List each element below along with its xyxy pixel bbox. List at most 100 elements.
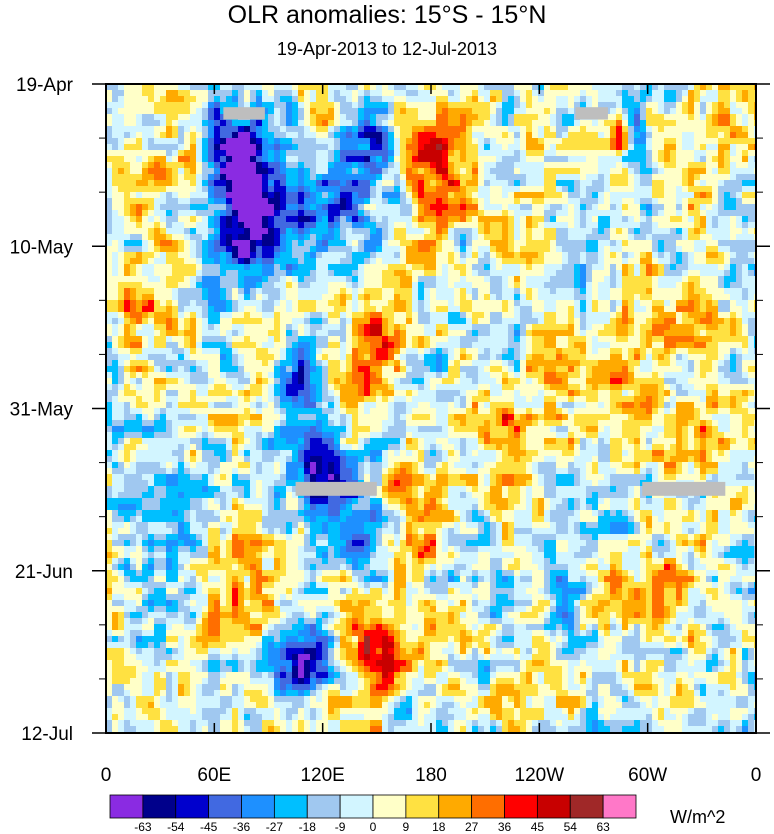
field-cell	[502, 156, 509, 163]
field-cell	[106, 258, 113, 265]
field-cell	[472, 144, 479, 151]
field-cell	[544, 306, 551, 313]
field-cell	[568, 216, 575, 223]
field-cell	[430, 168, 437, 175]
field-cell	[562, 288, 569, 295]
field-cell	[424, 180, 431, 187]
field-cell	[526, 132, 533, 139]
field-cell	[310, 192, 317, 199]
field-cell	[700, 126, 707, 133]
field-cell	[442, 168, 449, 175]
field-cell	[706, 270, 713, 277]
field-cell	[550, 90, 557, 97]
field-cell	[316, 168, 323, 175]
field-cell	[232, 264, 239, 271]
field-cell	[742, 342, 749, 349]
field-cell	[532, 228, 539, 235]
field-cell	[142, 312, 149, 319]
field-cell	[262, 156, 269, 163]
field-cell	[238, 132, 245, 139]
field-cell	[616, 126, 623, 133]
field-cell	[520, 216, 527, 223]
field-cell	[448, 270, 455, 277]
field-cell	[664, 150, 671, 157]
field-cell	[568, 114, 575, 121]
field-cell	[448, 264, 455, 271]
field-cell	[184, 108, 191, 115]
field-cell	[130, 96, 137, 103]
field-cell	[412, 324, 419, 331]
field-cell	[670, 246, 677, 253]
field-cell	[166, 120, 173, 127]
field-cell	[352, 252, 359, 259]
field-cell	[688, 192, 695, 199]
field-cell	[706, 84, 713, 91]
field-cell	[406, 318, 413, 325]
field-cell	[490, 192, 497, 199]
field-cell	[364, 192, 371, 199]
field-cell	[454, 234, 461, 241]
field-cell	[148, 120, 155, 127]
field-cell	[148, 330, 155, 337]
field-cell	[304, 204, 311, 211]
field-cell	[250, 354, 257, 361]
field-cell	[520, 150, 527, 157]
field-cell	[112, 234, 119, 241]
field-cell	[232, 252, 239, 259]
field-cell	[364, 240, 371, 247]
field-cell	[160, 288, 167, 295]
field-cell	[448, 282, 455, 289]
field-cell	[490, 138, 497, 145]
field-cell	[556, 126, 563, 133]
field-cell	[478, 306, 485, 313]
field-cell	[514, 180, 521, 187]
field-cell	[280, 300, 287, 307]
field-cell	[616, 192, 623, 199]
field-cell	[280, 264, 287, 271]
field-cell	[310, 330, 317, 337]
field-cell	[550, 228, 557, 235]
field-cell	[148, 204, 155, 211]
field-cell	[586, 306, 593, 313]
field-cell	[538, 114, 545, 121]
field-cell	[298, 312, 305, 319]
field-cell	[310, 252, 317, 259]
field-cell	[658, 126, 665, 133]
field-cell	[658, 324, 665, 331]
field-cell	[514, 192, 521, 199]
field-cell	[112, 186, 119, 193]
field-cell	[688, 318, 695, 325]
field-cell	[718, 216, 725, 223]
field-cell	[250, 174, 257, 181]
field-cell	[340, 228, 347, 235]
field-cell	[238, 264, 245, 271]
field-cell	[502, 300, 509, 307]
field-cell	[634, 144, 641, 151]
field-cell	[340, 300, 347, 307]
field-cell	[538, 222, 545, 229]
field-cell	[622, 192, 629, 199]
field-cell	[406, 312, 413, 319]
field-cell	[124, 282, 131, 289]
field-cell	[430, 84, 437, 91]
field-cell	[574, 336, 581, 343]
field-cell	[508, 222, 515, 229]
field-cell	[250, 312, 257, 319]
field-cell	[118, 306, 125, 313]
field-cell	[382, 288, 389, 295]
field-cell	[658, 174, 665, 181]
field-cell	[694, 234, 701, 241]
field-cell	[400, 348, 407, 355]
field-cell	[226, 156, 233, 163]
field-cell	[268, 246, 275, 253]
field-cell	[130, 246, 137, 253]
field-cell	[142, 144, 149, 151]
field-cell	[346, 96, 353, 103]
field-cell	[562, 258, 569, 265]
field-cell	[226, 282, 233, 289]
field-cell	[388, 222, 395, 229]
field-cell	[226, 216, 233, 223]
field-cell	[130, 198, 137, 205]
field-cell	[676, 210, 683, 217]
field-cell	[592, 282, 599, 289]
